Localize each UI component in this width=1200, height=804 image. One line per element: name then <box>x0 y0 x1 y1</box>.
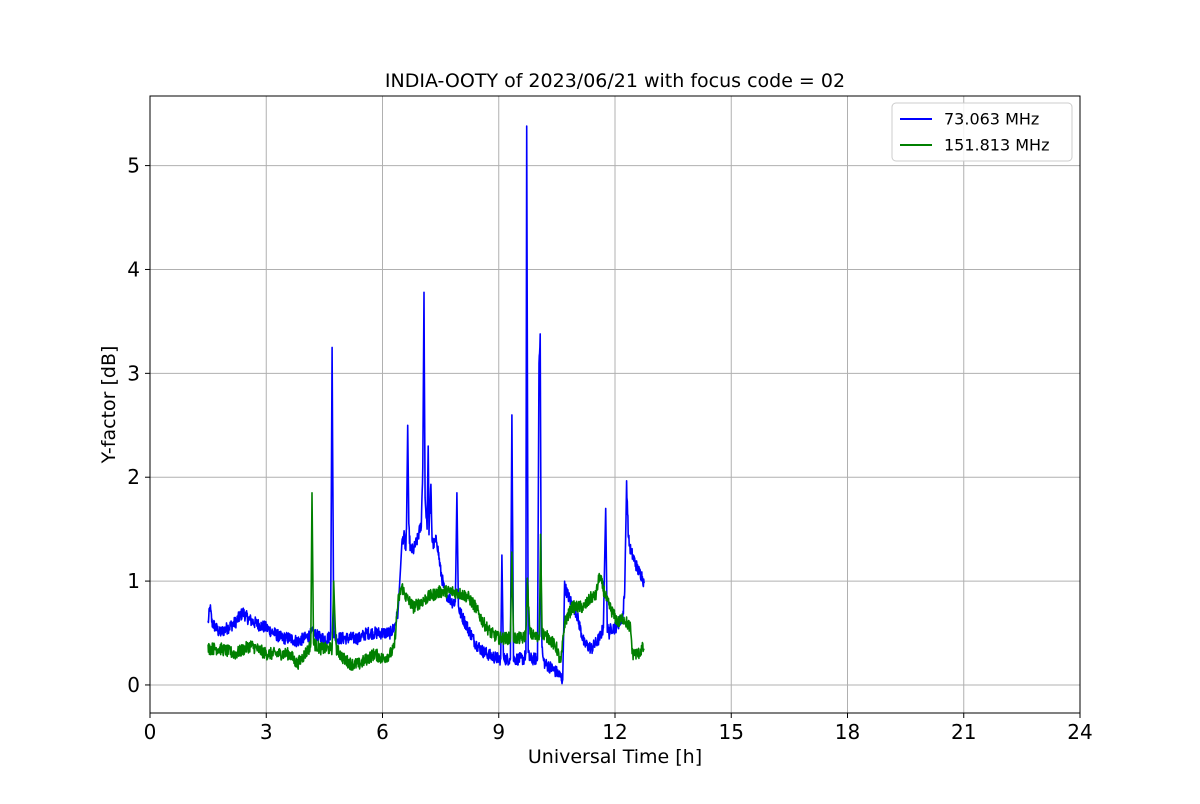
x-tick-label: 21 <box>951 720 976 744</box>
y-tick-label: 4 <box>127 257 140 281</box>
y-axis-label: Y-factor [dB] <box>98 346 120 465</box>
series-line-151mhz <box>207 491 645 671</box>
series-layer <box>207 125 645 685</box>
y-tick-label: 1 <box>127 569 140 593</box>
y-tick-label: 2 <box>127 465 140 489</box>
x-tick-label: 0 <box>144 720 157 744</box>
x-tick-label: 6 <box>376 720 389 744</box>
chart-title: INDIA-OOTY of 2023/06/21 with focus code… <box>385 70 845 92</box>
x-tick-label: 18 <box>835 720 860 744</box>
x-axis-label: Universal Time [h] <box>528 746 702 768</box>
x-tick-label: 3 <box>260 720 273 744</box>
y-tick-label: 0 <box>127 673 140 697</box>
legend-box <box>891 102 1073 162</box>
x-tick-label: 15 <box>719 720 744 744</box>
series-line-73mhz <box>207 125 645 685</box>
y-tick-label: 5 <box>127 154 140 178</box>
x-tick-label: 9 <box>492 720 505 744</box>
legend: 73.063 MHz 151.813 MHz <box>891 102 1073 162</box>
legend-label-151mhz: 151.813 MHz <box>944 136 1049 155</box>
legend-label-73mhz: 73.063 MHz <box>944 110 1039 129</box>
y-tick-label: 3 <box>127 361 140 385</box>
x-tick-label: 24 <box>1067 720 1092 744</box>
x-tick-label: 12 <box>602 720 627 744</box>
